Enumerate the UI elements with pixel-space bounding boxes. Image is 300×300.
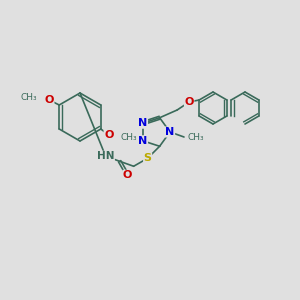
- Text: CH₃: CH₃: [187, 133, 204, 142]
- Text: N: N: [138, 136, 148, 146]
- Text: S: S: [144, 153, 152, 163]
- Text: O: O: [123, 170, 132, 180]
- Text: N: N: [138, 118, 148, 128]
- Text: O: O: [184, 97, 194, 107]
- Text: O: O: [44, 95, 54, 105]
- Text: CH₃: CH₃: [121, 134, 137, 142]
- Text: HN: HN: [97, 151, 114, 161]
- Text: O: O: [104, 130, 113, 140]
- Text: CH₃: CH₃: [21, 94, 37, 103]
- Text: N: N: [165, 127, 175, 137]
